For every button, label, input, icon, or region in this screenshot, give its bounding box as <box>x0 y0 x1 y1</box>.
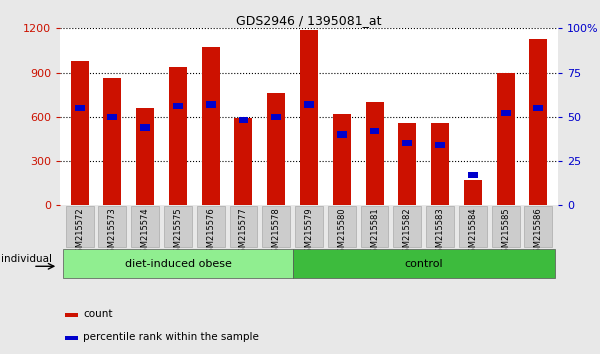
FancyBboxPatch shape <box>66 206 94 247</box>
Bar <box>403 140 412 147</box>
Bar <box>468 172 478 178</box>
Bar <box>533 105 543 111</box>
Text: GSM215572: GSM215572 <box>75 207 84 258</box>
FancyBboxPatch shape <box>98 206 127 247</box>
Bar <box>75 105 85 111</box>
Text: GSM215582: GSM215582 <box>403 207 412 258</box>
Text: GSM215574: GSM215574 <box>140 207 149 258</box>
Bar <box>300 30 318 205</box>
Text: GSM215575: GSM215575 <box>173 207 182 258</box>
FancyBboxPatch shape <box>230 206 257 247</box>
FancyBboxPatch shape <box>293 249 555 278</box>
Bar <box>103 79 121 205</box>
Title: GDS2946 / 1395081_at: GDS2946 / 1395081_at <box>236 14 382 27</box>
Text: GSM215579: GSM215579 <box>305 207 314 258</box>
Bar <box>333 114 351 205</box>
Bar <box>235 118 253 205</box>
Text: GSM215576: GSM215576 <box>206 207 215 258</box>
Text: GSM215581: GSM215581 <box>370 207 379 258</box>
FancyBboxPatch shape <box>262 206 290 247</box>
Bar <box>497 73 515 205</box>
FancyBboxPatch shape <box>459 206 487 247</box>
Text: GSM215585: GSM215585 <box>501 207 510 258</box>
Bar <box>398 123 416 205</box>
Bar <box>65 313 78 317</box>
FancyBboxPatch shape <box>361 206 388 247</box>
Bar <box>435 142 445 148</box>
Text: count: count <box>83 309 112 319</box>
Bar <box>267 93 285 205</box>
FancyBboxPatch shape <box>197 206 224 247</box>
Bar <box>202 47 220 205</box>
Bar <box>370 128 379 134</box>
Text: GSM215584: GSM215584 <box>469 207 478 258</box>
Bar <box>239 117 248 124</box>
Bar <box>337 131 347 138</box>
Text: GSM215573: GSM215573 <box>108 207 117 258</box>
Bar <box>173 103 183 109</box>
FancyBboxPatch shape <box>491 206 520 247</box>
Text: diet-induced obese: diet-induced obese <box>125 259 232 269</box>
Text: GSM215580: GSM215580 <box>337 207 346 258</box>
Bar <box>529 39 547 205</box>
Bar <box>71 61 89 205</box>
Bar <box>365 102 383 205</box>
Text: GSM215577: GSM215577 <box>239 207 248 258</box>
FancyBboxPatch shape <box>63 249 293 278</box>
Bar <box>206 101 215 108</box>
Text: GSM215586: GSM215586 <box>534 207 543 258</box>
Bar <box>431 123 449 205</box>
FancyBboxPatch shape <box>328 206 356 247</box>
Bar <box>107 114 118 120</box>
Bar <box>169 67 187 205</box>
Bar <box>65 336 78 340</box>
Text: percentile rank within the sample: percentile rank within the sample <box>83 332 259 342</box>
Text: GSM215583: GSM215583 <box>436 207 445 258</box>
Bar <box>136 108 154 205</box>
Text: control: control <box>404 259 443 269</box>
Bar <box>140 124 150 131</box>
Text: individual: individual <box>1 254 52 264</box>
FancyBboxPatch shape <box>131 206 159 247</box>
Bar <box>304 101 314 108</box>
Bar <box>500 110 511 116</box>
Bar <box>464 180 482 205</box>
FancyBboxPatch shape <box>164 206 192 247</box>
Text: GSM215578: GSM215578 <box>272 207 281 258</box>
FancyBboxPatch shape <box>295 206 323 247</box>
Bar <box>271 114 281 120</box>
FancyBboxPatch shape <box>394 206 421 247</box>
FancyBboxPatch shape <box>426 206 454 247</box>
FancyBboxPatch shape <box>524 206 552 247</box>
